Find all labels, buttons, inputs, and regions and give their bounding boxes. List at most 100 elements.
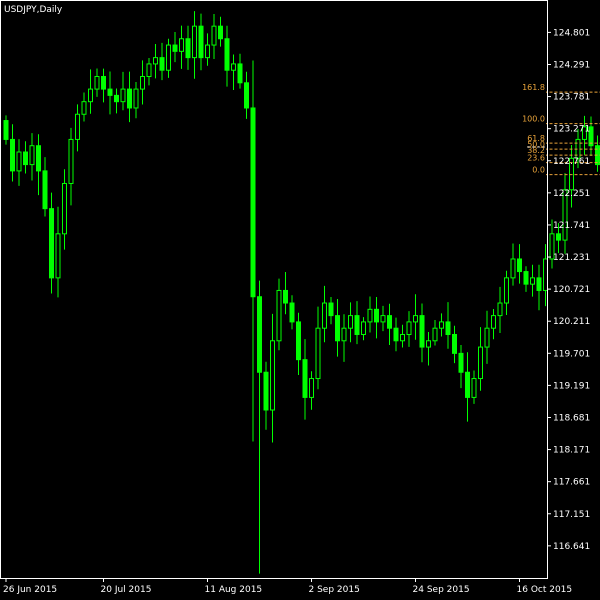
y-tick-label: 123.781: [553, 93, 590, 103]
candle: [101, 68, 106, 103]
candle: [211, 14, 217, 60]
y-tick-label: 116.641: [553, 542, 590, 552]
candle: [283, 271, 288, 315]
candle: [237, 53, 243, 89]
candle: [120, 71, 126, 111]
candle: [94, 68, 100, 97]
candle: [218, 16, 223, 47]
candle: [465, 352, 470, 422]
y-tick-label: 118.171: [553, 446, 590, 456]
x-tick-label: 20 Jul 2015: [101, 585, 152, 595]
candle: [432, 319, 438, 346]
candle: [159, 42, 165, 81]
chart-title: USDJPY,Daily: [4, 5, 63, 15]
y-tick-label: 119.191: [553, 381, 590, 391]
candle: [81, 92, 87, 122]
candle: [426, 332, 431, 366]
y-tick-label: 117.661: [553, 478, 590, 488]
x-axis: 26 Jun 2015 20 Jul 2015 11 Aug 2015 2 Sep 2…: [3, 578, 572, 595]
y-tick-label: 121.741: [553, 221, 590, 231]
y-tick-label: 124.801: [553, 28, 590, 38]
candle: [484, 310, 490, 364]
x-tick-label: 2 Sep 2015: [309, 585, 360, 595]
y-tick-label: 118.681: [553, 413, 590, 423]
candle: [114, 88, 119, 114]
candle: [354, 301, 360, 345]
candle: [335, 298, 340, 357]
candle: [198, 13, 204, 71]
candle: [244, 71, 249, 119]
candle: [133, 81, 139, 119]
candle: [380, 305, 386, 332]
candle: [406, 311, 412, 347]
candle: [374, 296, 379, 339]
x-tick-label: 26 Jun 2015: [3, 585, 57, 595]
candle: [348, 302, 353, 343]
candle: [62, 169, 67, 250]
fib-level-label: 50.0: [527, 140, 545, 149]
candle: [289, 295, 295, 330]
candle: [250, 60, 256, 442]
fib-level-label: 23.6: [527, 154, 545, 163]
candle: [556, 223, 561, 254]
candle: [49, 192, 54, 294]
candle: [23, 141, 28, 174]
candle: [530, 264, 535, 297]
x-tick-label: 24 Sep 2015: [413, 585, 470, 595]
candle: [166, 38, 171, 78]
candle: [276, 278, 282, 351]
candle: [328, 297, 334, 325]
candle: [36, 134, 41, 196]
y-axis: 124.801 124.291 123.781 123.271 122.761 122.2…: [547, 28, 590, 552]
candle: [270, 313, 275, 443]
fib-level-label: 161.8: [522, 83, 545, 92]
candle: [205, 33, 210, 66]
candle: [367, 296, 373, 333]
candle: [341, 314, 347, 362]
candle: [549, 219, 555, 269]
candle: [257, 280, 262, 574]
candle: [55, 206, 61, 298]
candle: [224, 25, 230, 87]
candle: [185, 25, 191, 70]
candle: [413, 294, 418, 340]
candle: [10, 124, 15, 182]
candle: [458, 344, 464, 389]
candle: [536, 264, 542, 311]
y-tick-label: 120.211: [553, 317, 590, 327]
candle: [387, 303, 392, 345]
fib-level-label: 61.8: [527, 134, 545, 143]
candle: [29, 133, 35, 181]
x-tick-label: 11 Aug 2015: [205, 585, 263, 595]
fib-level-label: 100.0: [522, 115, 545, 124]
fibonacci-retracement[interactable]: 161.8 100.0 61.850.038.223.6 0.0: [522, 83, 600, 176]
candle: [75, 104, 80, 152]
y-tick-label: 124.291: [553, 60, 590, 70]
candle: [302, 339, 308, 420]
candle: [192, 11, 197, 79]
y-tick-label: 120.721: [553, 285, 590, 295]
candle: [315, 306, 321, 390]
candle: [16, 139, 22, 186]
y-tick-label: 117.151: [553, 510, 590, 520]
candle: [179, 25, 184, 69]
y-tick-label: 122.251: [553, 189, 590, 199]
candle: [322, 285, 327, 343]
candle: [42, 157, 48, 217]
y-tick-label: 122.761: [553, 157, 590, 167]
candle: [172, 31, 178, 63]
candle: [471, 370, 477, 404]
fib-level-label: 38.2: [527, 146, 545, 155]
candle: [68, 127, 74, 206]
candle: [393, 317, 399, 352]
candle: [3, 115, 9, 145]
candle: [445, 302, 451, 349]
fib-level-label: 0.0: [532, 166, 545, 175]
y-tick-label: 123.271: [553, 125, 590, 135]
y-tick-label: 121.231: [553, 253, 590, 263]
candle: [263, 361, 269, 430]
candle: [153, 43, 158, 79]
candle: [400, 324, 405, 348]
candle: [504, 270, 509, 315]
